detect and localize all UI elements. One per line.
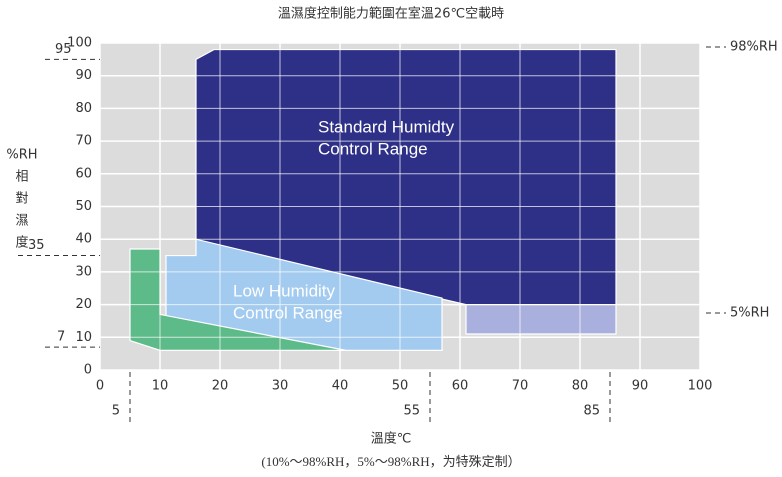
y-axis-label: %RH: [6, 148, 37, 163]
y-axis-label: 度: [15, 235, 28, 251]
reference-label: 35: [28, 238, 45, 253]
x-tick-label: 30: [272, 379, 289, 394]
reference-label: 95: [55, 42, 72, 57]
reference-label: 98%RH: [730, 40, 778, 55]
reference-label: 85: [583, 404, 600, 419]
x-tick-label: 100: [688, 379, 713, 394]
y-axis-label: 相: [15, 170, 28, 185]
region-label: Low Humidity: [233, 281, 336, 300]
y-tick-label: 50: [75, 199, 92, 214]
x-tick-label: 90: [632, 379, 649, 394]
x-tick-label: 80: [572, 379, 589, 394]
y-tick-label: 60: [75, 166, 92, 181]
y-tick-label: 70: [75, 134, 92, 149]
reference-label: 55: [403, 404, 420, 419]
reference-label: 7: [57, 330, 65, 345]
y-tick-label: 10: [75, 330, 92, 345]
region-label: Standard Humidty: [318, 117, 455, 136]
x-tick-label: 60: [452, 379, 469, 394]
y-tick-label: 80: [75, 101, 92, 116]
x-tick-label: 0: [96, 379, 104, 394]
y-tick-label: 30: [75, 264, 92, 279]
region: [465, 304, 617, 335]
x-tick-label: 10: [152, 379, 169, 394]
reference-label: 5%RH: [730, 306, 769, 321]
x-tick-label: 50: [392, 379, 409, 394]
region-label: Control Range: [318, 139, 428, 158]
y-tick-label: 40: [75, 232, 92, 247]
x-tick-label: 20: [212, 379, 229, 394]
footnote: (10%～98%RH，5%～98%RH，为特殊定制）: [261, 454, 520, 469]
chart-title: 溫濕度控制能力範圍在室溫26℃空載時: [278, 6, 504, 22]
y-tick-label: 90: [75, 68, 92, 83]
region-label: Control Range: [233, 303, 343, 322]
y-tick-label: 0: [84, 363, 92, 378]
y-tick-label: 20: [75, 297, 92, 312]
y-axis-label: 濕: [15, 214, 28, 229]
reference-label: 5: [112, 404, 120, 419]
y-tick-label: 100: [67, 36, 92, 51]
x-tick-label: 40: [332, 379, 349, 394]
x-axis-label: 溫度℃: [371, 431, 412, 447]
y-axis-label: 對: [15, 192, 28, 207]
x-tick-label: 70: [512, 379, 529, 394]
